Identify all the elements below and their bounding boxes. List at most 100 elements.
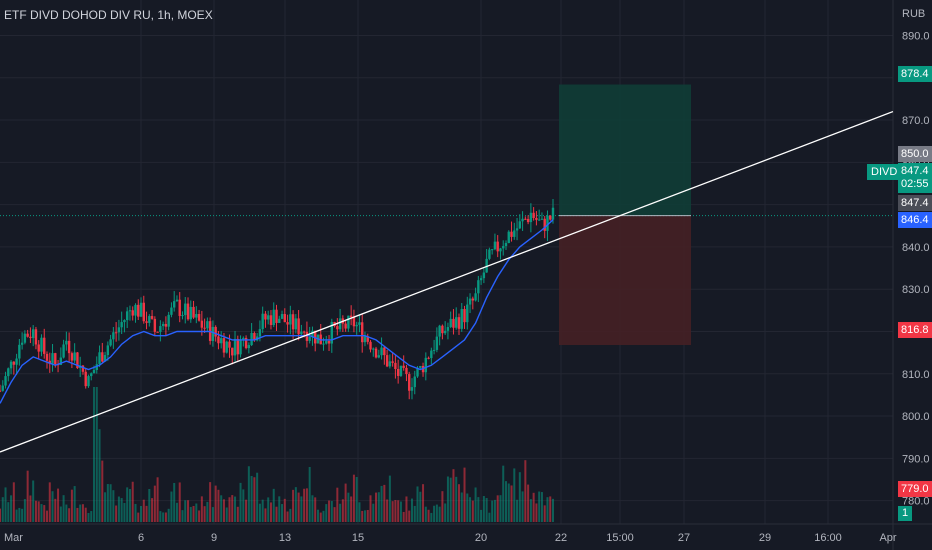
- volume-bar: [289, 508, 292, 522]
- volume-bar: [322, 510, 325, 522]
- candle-body: [242, 337, 245, 340]
- volume-bar: [333, 507, 336, 522]
- candle-body: [305, 331, 309, 341]
- candle-body: [228, 341, 231, 348]
- volume-bar: [469, 497, 472, 522]
- candle-body: [435, 336, 439, 350]
- volume-bar: [128, 489, 131, 522]
- volume-bar: [101, 460, 104, 522]
- volume-bar: [405, 496, 408, 522]
- candle-body: [261, 313, 264, 330]
- candle-body: [123, 320, 126, 323]
- volume-bar: [311, 495, 314, 522]
- candle-body: [540, 218, 544, 220]
- candle-body: [222, 338, 226, 353]
- candle-body: [504, 242, 508, 247]
- volume-bar: [220, 495, 223, 522]
- volume-bar: [222, 499, 225, 522]
- volume-bar: [26, 470, 29, 522]
- volume-bar: [463, 467, 466, 522]
- candle-body: [250, 332, 253, 346]
- volume-bar: [134, 503, 137, 522]
- candle-body: [81, 365, 85, 372]
- volume-bar: [261, 499, 264, 522]
- candle-body: [145, 321, 148, 323]
- candle-body: [134, 304, 137, 316]
- volume-bar: [535, 503, 538, 522]
- candle-body: [73, 352, 76, 361]
- candle-body: [385, 355, 389, 367]
- candle-body: [192, 306, 195, 318]
- volume-bar: [372, 503, 375, 522]
- volume-bar: [444, 503, 447, 522]
- volume-bar: [480, 509, 483, 522]
- candle-body: [510, 231, 513, 237]
- volume-bar: [314, 497, 317, 522]
- volume-bar: [308, 466, 311, 522]
- candle-body: [289, 314, 292, 325]
- volume-bar: [358, 502, 361, 522]
- volume-bar: [93, 387, 96, 522]
- volume-bar: [410, 498, 413, 522]
- volume-bar: [4, 487, 7, 522]
- volume-bar: [361, 510, 364, 522]
- candle-body: [452, 318, 455, 328]
- symbol-badge: DIVD: [867, 164, 902, 180]
- volume-bar: [341, 499, 344, 522]
- candle-body: [524, 218, 527, 220]
- candle-body: [131, 310, 134, 316]
- candle-body: [443, 330, 447, 334]
- volume-bar: [300, 496, 303, 522]
- candle-body: [26, 333, 29, 337]
- candle-body: [361, 322, 364, 343]
- volume-bar: [98, 429, 101, 522]
- volume-bar: [319, 512, 322, 522]
- candle-body: [247, 345, 251, 349]
- volume-bar: [507, 483, 510, 522]
- volume-bar: [57, 488, 60, 522]
- volume-bar: [120, 498, 123, 522]
- candle-body: [117, 327, 121, 333]
- candle-body: [455, 317, 458, 328]
- volume-bar: [245, 499, 248, 522]
- candle-body: [302, 331, 306, 333]
- volume-bar: [419, 491, 422, 522]
- volume-bar: [366, 510, 369, 522]
- volume-bar: [79, 504, 82, 522]
- candle-body: [471, 298, 475, 301]
- candle-body: [297, 318, 300, 335]
- candle-body: [358, 322, 361, 325]
- volume-bar: [441, 491, 444, 522]
- price-tick-label: 840.0: [902, 242, 930, 254]
- moving-average-tag: 846.4: [898, 212, 932, 228]
- candle-body: [441, 325, 444, 334]
- volume-bar: [184, 500, 187, 522]
- candle-body: [34, 329, 38, 345]
- volume-bar: [206, 501, 209, 522]
- candle-body: [272, 309, 275, 325]
- volume-bar: [253, 477, 256, 522]
- candle-body: [325, 340, 328, 344]
- candle-body: [128, 310, 132, 312]
- volume-bar: [198, 510, 201, 522]
- volume-bar: [330, 501, 333, 522]
- candle-body: [515, 228, 519, 231]
- volume-bar: [178, 482, 181, 522]
- volume-bar: [1, 497, 4, 522]
- entry-price-tag: 850.0: [898, 146, 932, 162]
- candle-body: [236, 338, 239, 355]
- volume-bar: [87, 512, 90, 522]
- volume-bar: [388, 475, 391, 522]
- price-tick-label: 800.0: [902, 411, 930, 423]
- candle-body: [457, 317, 461, 329]
- candle-body: [399, 365, 403, 376]
- price-tick-label: 790.0: [902, 453, 930, 465]
- candle-body: [438, 325, 441, 337]
- candle-body: [521, 218, 524, 222]
- candle-body: [225, 341, 228, 353]
- candle-body: [142, 302, 145, 322]
- volume-bar: [369, 495, 372, 522]
- candle-body: [161, 323, 165, 327]
- volume-bar: [70, 489, 73, 522]
